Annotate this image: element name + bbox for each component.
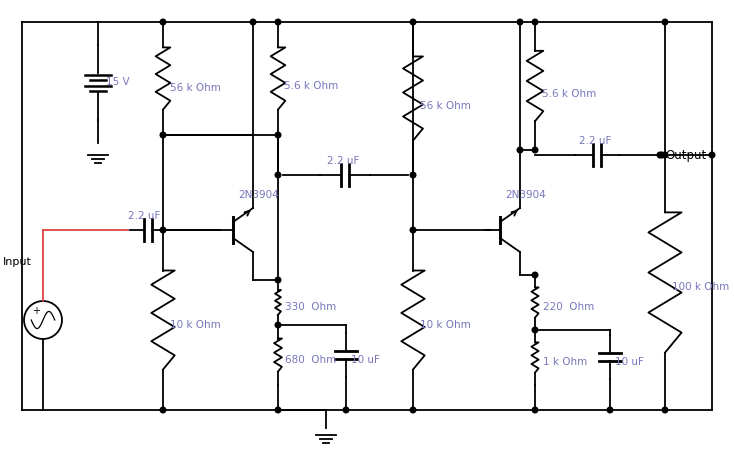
Circle shape (160, 227, 166, 233)
Text: Input: Input (3, 257, 32, 267)
Circle shape (532, 327, 538, 333)
Circle shape (275, 172, 281, 178)
Text: 56 k Ohm: 56 k Ohm (420, 101, 471, 111)
Text: 5.6 k Ohm: 5.6 k Ohm (284, 81, 338, 91)
Circle shape (532, 407, 538, 413)
Circle shape (275, 277, 281, 283)
Circle shape (275, 19, 281, 25)
Circle shape (275, 407, 281, 413)
Circle shape (607, 407, 613, 413)
Text: 1 k Ohm: 1 k Ohm (543, 357, 587, 367)
Text: 100 k Ohm: 100 k Ohm (672, 282, 730, 292)
Text: 10 k Ohm: 10 k Ohm (420, 320, 470, 330)
Circle shape (532, 272, 538, 278)
Circle shape (662, 152, 668, 158)
Circle shape (250, 19, 256, 25)
Circle shape (344, 407, 349, 413)
Circle shape (662, 407, 668, 413)
Circle shape (659, 152, 665, 158)
Circle shape (410, 407, 415, 413)
Circle shape (657, 152, 663, 158)
Circle shape (275, 132, 281, 138)
Circle shape (160, 19, 166, 25)
Circle shape (410, 172, 415, 178)
Circle shape (160, 407, 166, 413)
Text: 680  Ohm: 680 Ohm (285, 355, 336, 365)
Text: Output: Output (665, 149, 706, 162)
Text: 5.6 k Ohm: 5.6 k Ohm (542, 89, 596, 99)
Circle shape (532, 19, 538, 25)
Circle shape (662, 19, 668, 25)
Text: 10 uF: 10 uF (615, 357, 644, 367)
Text: +: + (32, 307, 40, 317)
Text: 2.2 uF: 2.2 uF (128, 211, 160, 221)
Circle shape (160, 132, 166, 138)
Circle shape (410, 227, 415, 233)
Text: 220  Ohm: 220 Ohm (543, 302, 595, 312)
Circle shape (517, 19, 523, 25)
Text: 2N3904: 2N3904 (238, 190, 279, 200)
Text: 330  Ohm: 330 Ohm (285, 302, 336, 312)
Text: 10 k Ohm: 10 k Ohm (170, 320, 221, 330)
Circle shape (275, 322, 281, 328)
Circle shape (532, 147, 538, 153)
Text: 2.2 uF: 2.2 uF (579, 136, 611, 146)
Circle shape (410, 19, 415, 25)
Text: 10 uF: 10 uF (351, 355, 380, 365)
Text: 56 k Ohm: 56 k Ohm (170, 83, 221, 93)
Text: 2N3904: 2N3904 (505, 190, 546, 200)
Text: 2.2 uF: 2.2 uF (327, 156, 360, 166)
Text: 15 V: 15 V (106, 77, 130, 87)
Circle shape (517, 147, 523, 153)
Circle shape (709, 152, 715, 158)
